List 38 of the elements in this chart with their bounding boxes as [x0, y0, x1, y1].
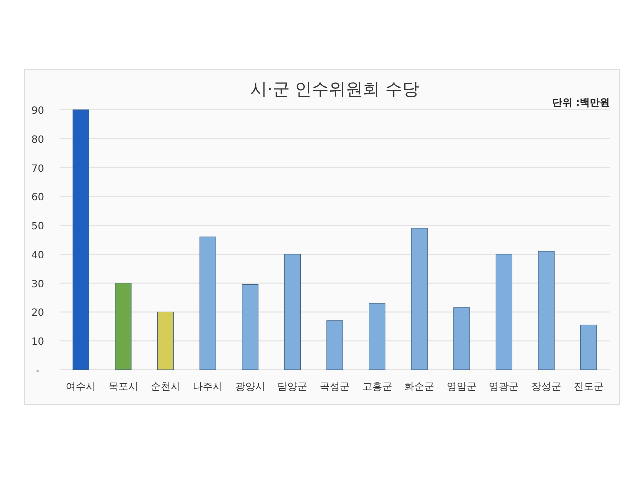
y-tick-label: -: [36, 366, 40, 377]
x-tick-label: 광양시: [235, 382, 266, 393]
chart-title: 시·군 인수위원회 수당: [250, 80, 420, 100]
y-tick-label: 60: [32, 192, 44, 204]
bar: [157, 312, 174, 370]
bar: [284, 254, 301, 370]
x-tick-label: 영암군: [446, 382, 477, 393]
x-tick-label: 영광군: [489, 382, 520, 393]
y-tick-label: 20: [32, 308, 44, 320]
x-tick-label: 여수시: [66, 382, 96, 393]
y-tick-label: 10: [32, 337, 44, 348]
x-tick-label: 나주시: [193, 382, 224, 393]
y-tick-label: 90: [32, 106, 44, 117]
bar: [496, 254, 513, 370]
x-tick-label: 곡성군: [320, 382, 350, 393]
x-tick-label: 담양군: [278, 382, 308, 393]
x-tick-label: 화순군: [404, 382, 435, 393]
bar: [411, 228, 428, 370]
bar: [115, 283, 132, 370]
x-tick-label: 장성군: [532, 382, 562, 393]
y-tick-label: 30: [32, 279, 44, 290]
x-tick-label: 진도군: [574, 382, 604, 393]
text: 단위 :백만원: [552, 98, 610, 109]
x-tick-label: 목포시: [108, 382, 138, 393]
x-tick-label: 순천시: [150, 382, 181, 393]
bar: [538, 251, 555, 370]
y-tick-label: 70: [32, 164, 44, 175]
bar: [242, 284, 259, 370]
y-tick-label: 40: [32, 250, 44, 262]
x-tick-label: 고흥군: [362, 382, 392, 393]
y-tick-label: 50: [32, 222, 44, 233]
bar: [580, 324, 598, 370]
y-tick-label: 80: [32, 134, 44, 146]
bar: [200, 236, 216, 370]
bar: [72, 110, 90, 370]
bar: [454, 308, 470, 370]
bar: [326, 320, 344, 370]
bar: [369, 303, 386, 370]
